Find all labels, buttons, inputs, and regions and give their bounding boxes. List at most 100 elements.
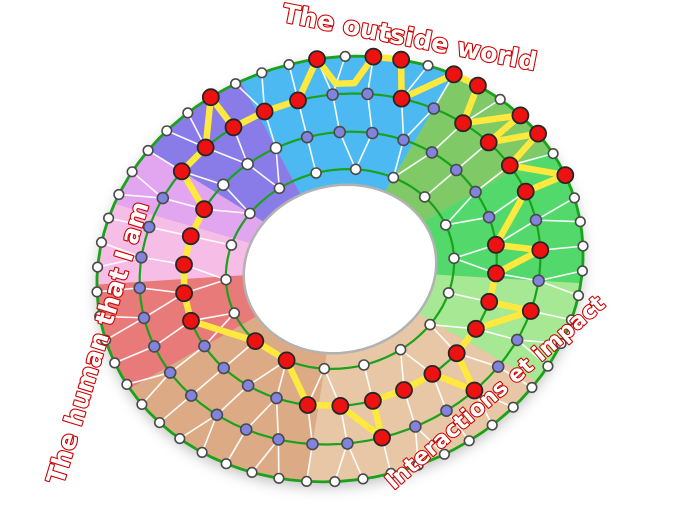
white-node [494,93,506,105]
white-node [357,473,369,485]
white-node [217,178,230,192]
sector-green-medium [385,74,551,222]
red-path-node [195,200,214,219]
red-path-node [363,391,382,410]
white-node [91,261,104,273]
white-node [283,58,295,71]
red-path-node [392,50,411,69]
purple-node [532,274,545,288]
purple-node [239,423,253,436]
white-node [418,191,431,203]
purple-node [217,361,230,375]
red-path-node [395,381,413,399]
white-node [113,188,125,201]
white-node [339,50,351,63]
white-node [438,448,451,460]
purple-node [148,340,161,353]
mesh-line [366,93,374,134]
mesh-line [169,345,205,374]
mesh-line [392,139,405,178]
mesh-line [331,94,341,133]
purple-node [300,130,314,144]
red-path-node [172,162,191,181]
purple-node [272,433,285,446]
red-path-node [529,124,547,143]
white-node [412,459,424,471]
mesh-line [346,443,364,480]
red-path-node [364,47,383,66]
red-path-node [487,264,505,283]
white-node [142,144,154,157]
red-path-node [521,302,540,320]
purple-node [270,391,283,405]
red-path-node [373,428,391,447]
hole-group [242,183,438,355]
mesh-line [334,443,349,482]
purple-node [365,126,379,140]
white-node [424,318,436,331]
white-node [318,362,331,375]
purple-node [133,281,146,295]
red-path-node [466,319,485,338]
mesh-line [535,197,575,221]
mesh-line [538,279,579,297]
sector-pink-violet [114,150,265,244]
white-node [121,378,133,391]
purple-node [491,360,505,374]
white-node [174,433,186,445]
mesh-line [247,163,280,189]
wheel-graphic [91,47,589,488]
purple-node [135,250,148,264]
white-node [439,219,452,231]
white-node [547,148,559,160]
red-path-node [468,76,487,95]
red-path-node [516,182,535,201]
red-path-node [224,118,243,137]
mesh-line [108,217,150,228]
white-node [95,236,108,248]
purple-node [306,437,319,451]
red-path-node [289,91,307,110]
red-path-node [500,156,519,175]
white-node [126,166,138,178]
white-node [568,192,581,204]
mesh-line [402,107,435,141]
white-node [387,171,400,184]
graph-nodes [91,47,589,488]
purple-node [449,163,463,177]
red-path-node [486,235,505,254]
purple-node [482,210,496,224]
mesh-line [424,169,457,198]
white-node [269,141,283,155]
red-path-node [308,50,326,68]
red-path-node [531,241,550,260]
purple-node [185,389,198,402]
white-node [301,475,313,488]
white-node [246,466,258,479]
red-path-node [246,332,265,351]
red-path-node [201,88,220,107]
mesh-line [114,345,155,364]
mesh-line [338,131,357,170]
white-node [486,419,498,431]
mesh-line [445,216,490,226]
mesh-line [516,339,549,367]
white-node [358,359,370,371]
red-path-node [556,166,575,185]
mesh-line [305,443,314,482]
red-path-node [182,311,200,330]
white-node [182,107,194,119]
white-node [228,307,241,319]
white-node [230,78,242,90]
purple-node [326,88,339,101]
purple-node [529,213,543,227]
mesh-line [331,56,346,95]
red-path-node [175,284,194,303]
purple-node [341,437,354,450]
mesh-line [414,426,420,466]
white-node [161,125,173,137]
red-path-node [175,255,193,274]
mesh-line [222,184,251,214]
white-node [241,157,254,171]
